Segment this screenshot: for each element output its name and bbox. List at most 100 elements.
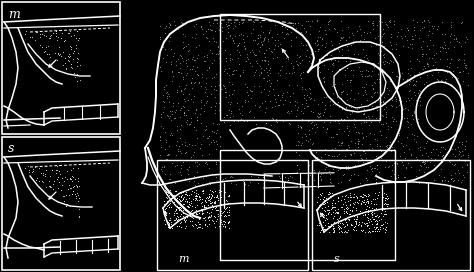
Point [363,199,370,203]
Point [388,163,396,168]
Point [373,177,380,181]
Point [323,126,331,131]
Point [224,220,232,225]
Point [254,36,262,41]
Point [206,201,214,206]
Point [208,193,215,197]
Point [179,211,187,215]
Point [171,23,179,27]
Point [180,159,187,164]
Point [416,103,423,107]
Point [214,208,222,212]
Point [322,130,329,135]
Point [183,193,191,198]
Point [220,214,228,218]
Point [278,64,285,68]
Point [205,38,213,43]
Point [340,211,347,215]
Point [372,202,380,206]
Point [320,227,328,231]
Point [183,166,191,171]
Point [228,82,236,86]
Point [202,87,210,92]
Point [267,48,274,53]
Point [436,57,444,61]
Point [283,31,290,36]
Point [347,88,355,92]
Point [158,115,165,119]
Point [415,123,422,128]
Point [73,29,81,33]
Point [425,47,433,51]
Point [327,191,334,195]
Point [207,213,215,217]
Point [55,169,63,173]
Point [368,146,375,151]
Point [322,161,330,165]
Point [376,73,383,78]
Point [314,207,322,211]
Point [177,123,184,127]
Point [67,168,75,172]
Point [166,109,174,114]
Point [162,188,169,192]
Point [210,39,218,43]
Point [200,188,207,193]
Point [336,225,344,229]
Point [462,147,469,151]
Point [328,224,335,228]
Point [243,55,251,60]
Point [222,56,229,60]
Point [300,106,308,110]
Point [225,66,233,71]
Point [346,112,354,116]
Point [350,122,357,126]
Point [450,37,458,41]
Point [263,121,270,125]
Point [346,58,354,63]
Point [216,28,223,33]
Point [306,24,313,28]
Point [329,216,337,221]
Point [221,220,229,224]
Point [257,24,265,28]
Point [284,178,292,183]
Point [272,42,279,47]
Point [370,19,377,23]
Point [60,39,67,43]
Point [324,196,332,200]
Point [175,205,183,210]
Point [272,119,279,123]
Point [284,32,292,36]
Point [346,217,353,221]
Point [163,91,170,95]
Point [163,96,171,100]
Point [55,51,62,55]
Point [283,109,291,114]
Point [383,145,391,149]
Point [383,135,390,140]
Point [322,41,329,46]
Point [321,226,328,231]
Point [180,214,187,218]
Point [303,48,311,52]
Point [220,197,228,202]
Point [360,54,367,59]
Point [192,192,200,197]
Point [390,117,398,121]
Point [359,192,366,196]
Point [220,69,228,73]
Point [226,93,233,97]
Point [174,149,182,153]
Point [182,86,189,90]
Point [202,35,210,39]
Point [194,209,202,213]
Point [255,104,262,109]
Point [278,24,285,28]
Point [347,195,355,199]
Point [413,57,421,61]
Point [188,57,196,62]
Point [73,29,81,33]
Point [418,153,426,157]
Point [391,147,398,152]
